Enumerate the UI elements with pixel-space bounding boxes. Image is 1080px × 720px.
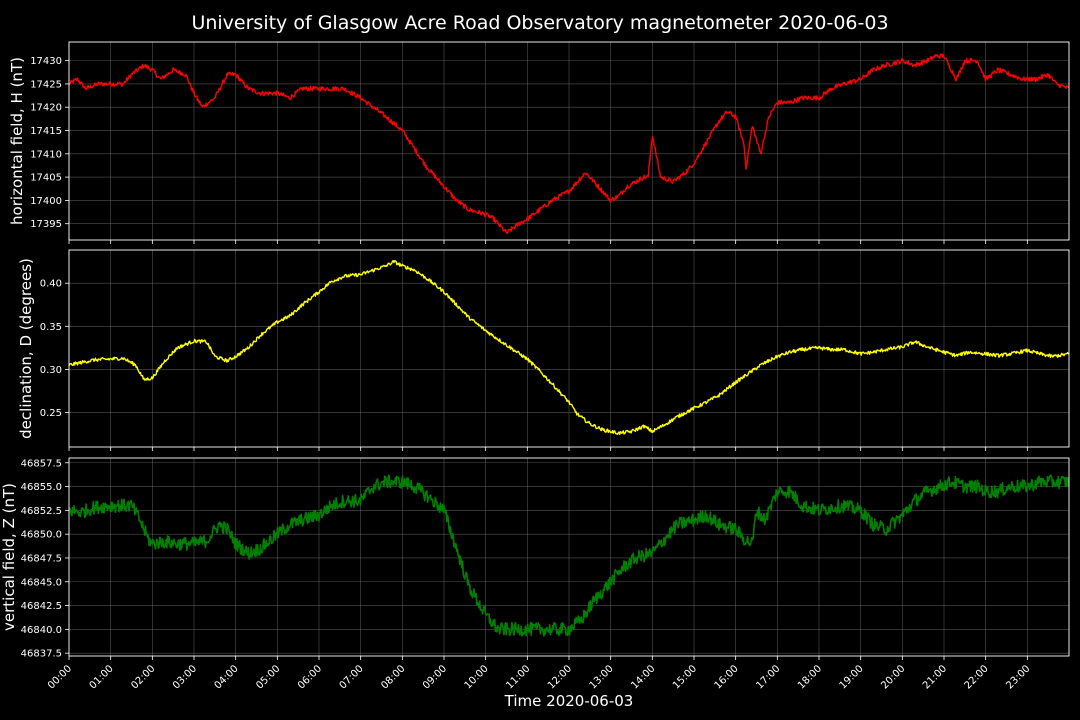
panel-frame <box>68 249 1070 448</box>
panel-frame <box>68 457 1070 657</box>
panel-H: 17395 17400 17405 17410 17415 17420 17425 17430… <box>8 41 1070 244</box>
y-tick-label: 46842.5 <box>21 601 62 612</box>
x-axis-label: Time 2020-06-03 <box>504 692 634 710</box>
panel-frame <box>68 41 1070 241</box>
series-line-D <box>68 260 1070 436</box>
y-tick-label: 0.25 <box>40 408 62 419</box>
panel-Z: 46837.5 46840.0 46842.5 46845.0 46847.5 46850… <box>0 457 1070 660</box>
y-tick-label: 17405 <box>30 173 62 184</box>
y-tick-label: 46857.5 <box>21 458 62 469</box>
y-axis-label: horizontal field, H (nT) <box>8 57 26 225</box>
y-tick-label: 46855.0 <box>21 482 62 493</box>
y-tick-label: 17415 <box>30 126 62 137</box>
y-tick-label: 17420 <box>30 103 62 114</box>
y-axis-label: vertical field, Z (nT) <box>0 483 18 631</box>
y-tick-label: 17395 <box>30 219 62 230</box>
y-axis-label: declination, D (degrees) <box>17 258 35 439</box>
y-tick-label: 46852.5 <box>21 506 62 517</box>
series-line-Z <box>68 474 1070 637</box>
panel-D: 0.25 0.30 0.35 0.40 declination, D (degrees) <box>17 249 1070 451</box>
y-tick-label: 0.40 <box>40 279 62 290</box>
y-tick-label: 46850.0 <box>21 530 62 541</box>
y-tick-label: 17410 <box>30 149 62 160</box>
y-tick-label: 46837.5 <box>21 649 62 660</box>
y-tick-label: 0.35 <box>40 322 62 333</box>
y-tick-label: 17430 <box>30 56 62 67</box>
y-tick-label: 46840.0 <box>21 625 62 636</box>
y-tick-label: 17400 <box>30 196 62 207</box>
y-tick-label: 46845.0 <box>21 577 62 588</box>
y-tick-label: 0.30 <box>40 365 62 376</box>
y-tick-label: 46847.5 <box>21 553 62 564</box>
y-tick-label: 17425 <box>30 79 62 90</box>
series-line-H <box>68 53 1070 234</box>
chart-title: University of Glasgow Acre Road Observat… <box>191 12 888 34</box>
